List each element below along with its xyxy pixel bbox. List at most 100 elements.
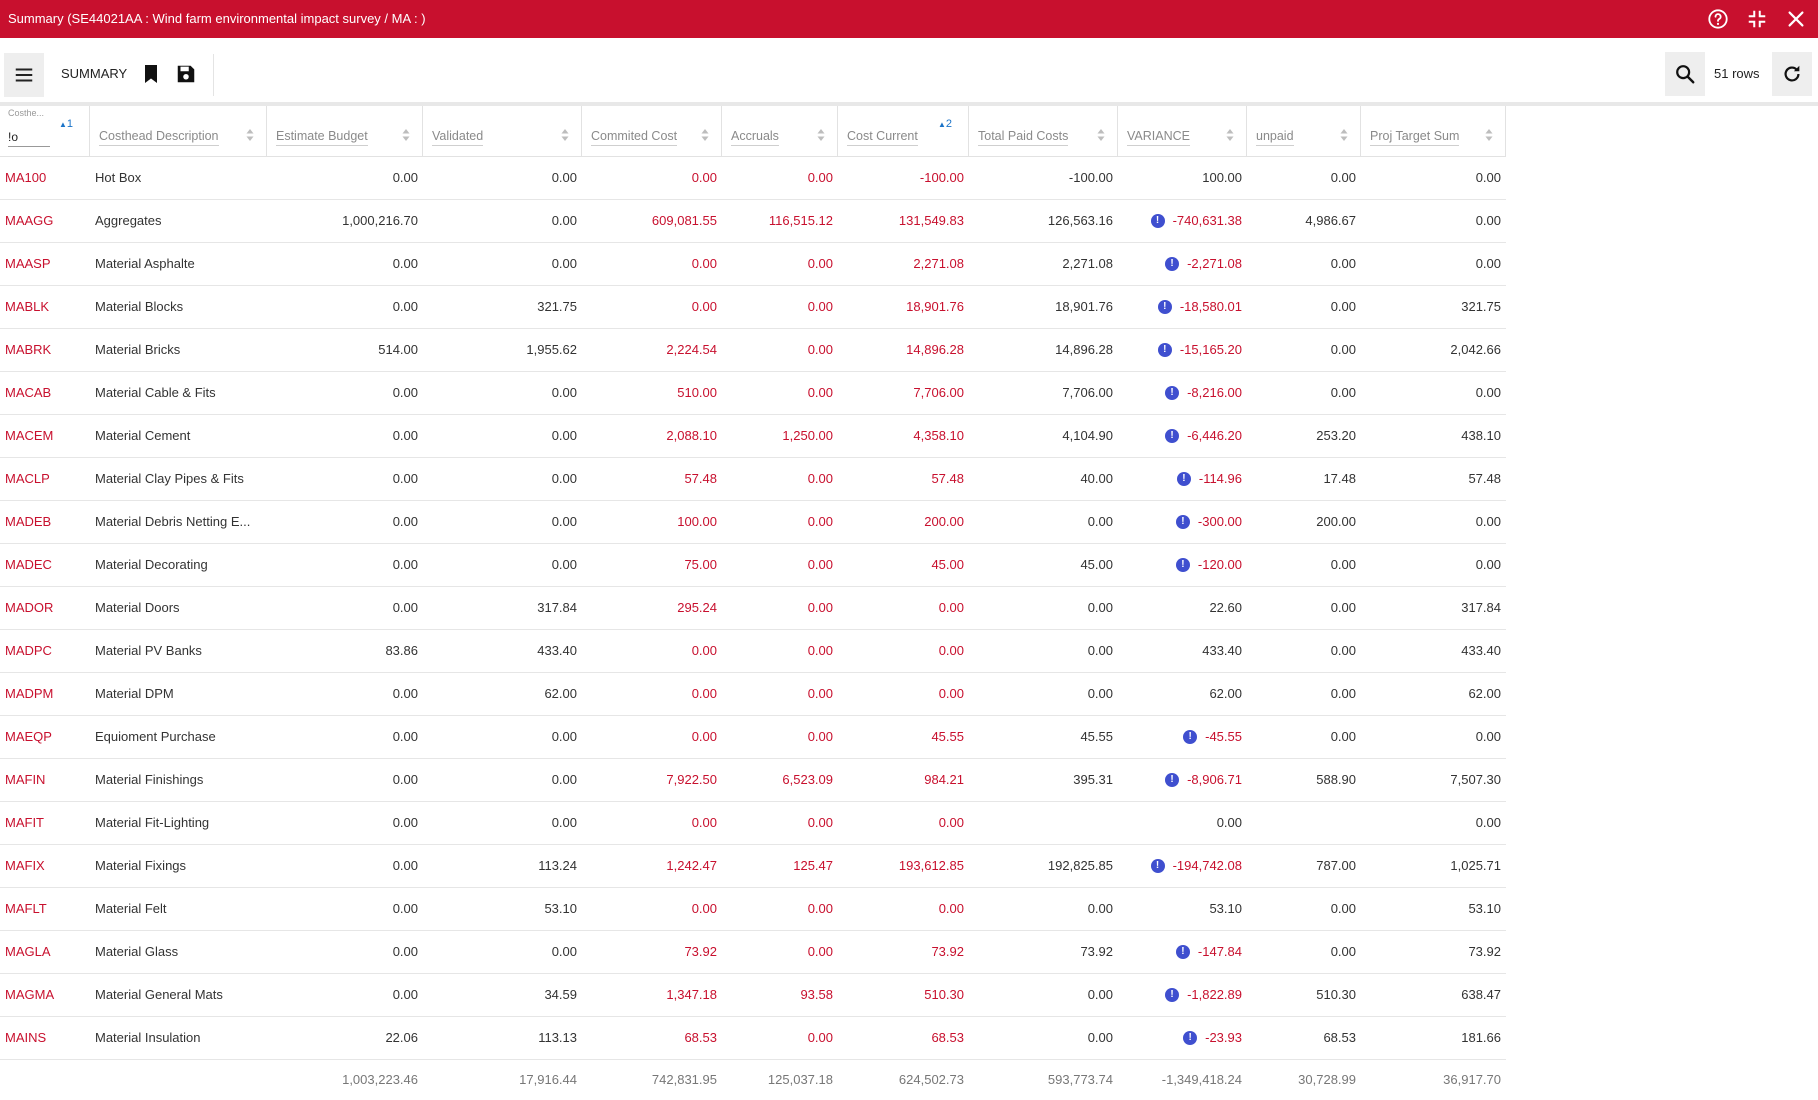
cell-code[interactable]: MADEC	[0, 544, 90, 585]
cell-code[interactable]: MACAB	[0, 372, 90, 413]
cell-code[interactable]: MAAGG	[0, 200, 90, 241]
table-row[interactable]: MA100 Hot Box 0.00 0.00 0.00 0.00 -100.00 -100.…	[0, 157, 1506, 200]
table-row[interactable]: MACEM Material Cement 0.00 0.00 2,088.10 1,25…	[0, 415, 1506, 458]
search-button[interactable]	[1665, 52, 1705, 96]
cell-desc: Material PV Banks	[90, 630, 267, 671]
warning-icon: !	[1165, 385, 1180, 400]
cell-code[interactable]: MACEM	[0, 415, 90, 456]
header-total_paid[interactable]: Total Paid Costs	[969, 106, 1118, 156]
cell-code[interactable]: MAFIN	[0, 759, 90, 800]
header-committed[interactable]: Commited Cost	[582, 106, 722, 156]
table-row[interactable]: MADEC Material Decorating 0.00 0.00 75.00 0.0…	[0, 544, 1506, 587]
column-label-desc: Costhead Description	[99, 129, 219, 146]
close-icon[interactable]	[1784, 7, 1808, 31]
table-row[interactable]: MAFIN Material Finishings 0.00 0.00 7,922.50…	[0, 759, 1506, 802]
table-row[interactable]: MACLP Material Clay Pipes & Fits 0.00 0.00 5…	[0, 458, 1506, 501]
header-variance[interactable]: VARIANCE	[1118, 106, 1247, 156]
sort-arrows-icon[interactable]	[246, 128, 254, 142]
cell-value: 438.10	[1461, 428, 1501, 443]
cell-value: MAFIT	[5, 815, 44, 830]
sort-arrows-icon[interactable]	[817, 128, 825, 142]
cell-proj_target: 0.00	[1361, 372, 1506, 413]
cell-committed: 609,081.55	[582, 200, 722, 241]
cell-code[interactable]: MAASP	[0, 243, 90, 284]
sort-asc-icon: ▲	[58, 120, 67, 129]
cell-value: 113.13	[538, 1030, 577, 1045]
costhead-filter-input[interactable]	[8, 128, 50, 147]
refresh-button[interactable]	[1772, 52, 1812, 96]
cell-code[interactable]: MAEQP	[0, 716, 90, 757]
header-validated[interactable]: Validated	[423, 106, 582, 156]
header-estimate[interactable]: Estimate Budget	[267, 106, 423, 156]
cell-variance: 433.40	[1118, 630, 1247, 671]
cell-code[interactable]: MAFIT	[0, 802, 90, 843]
cell-code[interactable]: MA100	[0, 157, 90, 198]
table-row[interactable]: MAFIT Material Fit-Lighting 0.00 0.00 0.00 0.…	[0, 802, 1506, 845]
cell-estimate: 0.00	[267, 587, 423, 628]
cell-code[interactable]: MADOR	[0, 587, 90, 628]
table-row[interactable]: MAGMA Material General Mats 0.00 34.59 1,347…	[0, 974, 1506, 1017]
sort-arrows-icon[interactable]	[1340, 128, 1348, 142]
cell-code[interactable]: MAGMA	[0, 974, 90, 1015]
table-row[interactable]: MAFLT Material Felt 0.00 53.10 0.00 0.00 0.00 0…	[0, 888, 1506, 931]
cell-code[interactable]: MADPM	[0, 673, 90, 714]
cell-code[interactable]: MAFIX	[0, 845, 90, 886]
cell-value: Material General Mats	[95, 987, 223, 1002]
cell-value: MAAGG	[5, 213, 54, 228]
cell-code[interactable]: MABRK	[0, 329, 90, 370]
table-row[interactable]: MAGLA Material Glass 0.00 0.00 73.92 0.00 73.9…	[0, 931, 1506, 974]
header-accruals[interactable]: Accruals	[722, 106, 838, 156]
table-row[interactable]: MADPM Material DPM 0.00 62.00 0.00 0.00 0.00 0.…	[0, 673, 1506, 716]
help-icon[interactable]	[1706, 7, 1730, 31]
cell-value: 0.00	[807, 686, 833, 701]
table-row[interactable]: MABRK Material Bricks 514.00 1,955.62 2,224.…	[0, 329, 1506, 372]
sort-arrows-icon[interactable]	[1226, 128, 1234, 142]
table-row[interactable]: MAASP Material Asphalte 0.00 0.00 0.00 0.00 2,…	[0, 243, 1506, 286]
cell-cost_current: 14,896.28	[838, 329, 969, 370]
sort-arrows-icon[interactable]	[1485, 128, 1493, 142]
table-row[interactable]: MAAGG Aggregates 1,000,216.70 0.00 609,081.5…	[0, 200, 1506, 243]
cell-variance: ! -15,165.20	[1118, 329, 1247, 370]
table-row[interactable]: MABLK Material Blocks 0.00 321.75 0.00 0.00 18…	[0, 286, 1506, 329]
table-row[interactable]: MADOR Material Doors 0.00 317.84 295.24 0.00 0…	[0, 587, 1506, 630]
sort-arrows-icon[interactable]	[701, 128, 709, 142]
cell-validated: 0.00	[423, 372, 582, 413]
cell-code[interactable]: MADEB	[0, 501, 90, 542]
cell-cost_current: 7,706.00	[838, 372, 969, 413]
cell-code[interactable]: MAGLA	[0, 931, 90, 972]
sort-arrows-icon[interactable]	[1097, 128, 1105, 142]
header-desc[interactable]: Costhead Description	[90, 106, 267, 156]
header-unpaid[interactable]: unpaid	[1247, 106, 1361, 156]
save-icon[interactable]	[174, 62, 198, 86]
menu-button[interactable]	[4, 53, 44, 97]
table-row[interactable]: MACAB Material Cable & Fits 0.00 0.00 510.00…	[0, 372, 1506, 415]
cell-desc: Material Asphalte	[90, 243, 267, 284]
table-row[interactable]: MADPC Material PV Banks 83.86 433.40 0.00 0.0…	[0, 630, 1506, 673]
cell-code[interactable]: MAFLT	[0, 888, 90, 929]
cell-code[interactable]: MACLP	[0, 458, 90, 499]
cell-value: MACAB	[5, 385, 52, 400]
cell-value: 0.00	[392, 514, 418, 529]
cell-code[interactable]: MABLK	[0, 286, 90, 327]
header-cost_current[interactable]: Cost Current ▲2	[838, 106, 969, 156]
cell-value: 0.00	[551, 213, 577, 228]
cell-cost_current: 0.00	[838, 802, 969, 843]
sort-arrows-icon[interactable]	[561, 128, 569, 142]
sort-arrows-icon[interactable]	[402, 128, 410, 142]
cell-validated: 62.00	[423, 673, 582, 714]
cell-code[interactable]: MADPC	[0, 630, 90, 671]
table-row[interactable]: MADEB Material Debris Netting E... 0.00 0.0…	[0, 501, 1506, 544]
cell-code[interactable]: MAINS	[0, 1017, 90, 1058]
bookmark-icon[interactable]	[139, 62, 163, 86]
collapse-icon[interactable]	[1745, 7, 1769, 31]
column-label-estimate: Estimate Budget	[276, 129, 368, 146]
header-proj_target[interactable]: Proj Target Sum	[1361, 106, 1506, 156]
table-row[interactable]: MAFIX Material Fixings 0.00 113.24 1,242.47 1…	[0, 845, 1506, 888]
header-code[interactable]: Costhe... ▲1	[0, 106, 90, 156]
table-row[interactable]: MAEQP Equioment Purchase 0.00 0.00 0.00 0.00 4…	[0, 716, 1506, 759]
cell-value: 514.00	[378, 342, 418, 357]
cell-desc: Material Clay Pipes & Fits	[90, 458, 267, 499]
cell-value: 0.00	[938, 643, 964, 658]
table-row[interactable]: MAINS Material Insulation 22.06 113.13 68.53…	[0, 1017, 1506, 1060]
cell-value: 2,088.10	[666, 428, 717, 443]
